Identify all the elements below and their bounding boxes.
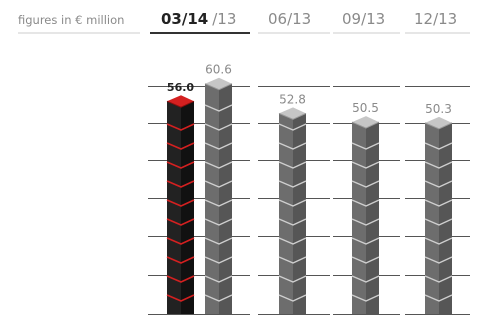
value-label: 50.5 [352, 101, 379, 115]
value-label: 56.0 [167, 81, 194, 94]
block-divider [278, 294, 307, 302]
block-divider [351, 294, 380, 302]
block-divider [351, 275, 380, 283]
block-divider [278, 142, 307, 150]
block-divider [424, 275, 453, 283]
block-divider [204, 142, 233, 150]
block-divider [278, 180, 307, 188]
block-divider [278, 275, 307, 283]
block-divider [204, 180, 233, 188]
block-divider [351, 218, 380, 226]
block-divider [424, 218, 453, 226]
block-divider [424, 142, 453, 150]
bar-side-face [439, 122, 452, 314]
block-divider [204, 256, 233, 264]
block-divider [424, 180, 453, 188]
bar-top-edge [204, 83, 233, 91]
block-divider [204, 218, 233, 226]
block-divider [166, 294, 195, 302]
bar-front-face [425, 122, 439, 314]
block-divider [351, 142, 380, 150]
block-divider [204, 199, 233, 207]
block-divider [204, 104, 233, 112]
block-divider [204, 275, 233, 283]
block-divider [424, 199, 453, 207]
bar-06-13 [278, 107, 307, 314]
block-divider [278, 218, 307, 226]
value-label: 60.6 [205, 63, 232, 77]
block-divider [351, 161, 380, 169]
block-divider [166, 199, 195, 207]
block-divider [351, 199, 380, 207]
block-divider [278, 123, 307, 131]
block-divider [424, 294, 453, 302]
bar-front-face [205, 83, 219, 314]
block-divider [166, 275, 195, 283]
value-label: 50.3 [425, 102, 452, 116]
bar-03-13 [204, 77, 233, 314]
bar-12-13 [424, 116, 453, 314]
block-divider [166, 142, 195, 150]
block-divider [166, 218, 195, 226]
tab-03-14-label: 03/14 [161, 10, 208, 28]
block-divider [278, 256, 307, 264]
value-label: 52.8 [279, 92, 306, 106]
block-divider [278, 237, 307, 245]
bar-03-14 [166, 95, 195, 314]
bar-top-edge [166, 100, 195, 108]
block-divider [278, 161, 307, 169]
block-divider [166, 161, 195, 169]
block-divider [166, 180, 195, 188]
bar-front-face [352, 122, 366, 314]
block-divider [204, 237, 233, 245]
tab-03-14[interactable]: 03/14/13 [161, 10, 236, 28]
tab-03-13-label: /13 [212, 10, 236, 28]
bar-side-face [219, 83, 232, 314]
bar-side-face [366, 122, 379, 314]
tab-06-13[interactable]: 06/13 [268, 10, 311, 28]
block-divider [166, 123, 195, 131]
block-divider [424, 256, 453, 264]
value-labels: 56.0 60.6 52.8 50.5 50.3 [167, 63, 452, 116]
block-divider [351, 256, 380, 264]
block-divider [424, 237, 453, 245]
block-divider [278, 199, 307, 207]
gridlines [148, 86, 470, 315]
block-divider [204, 161, 233, 169]
units-note: figures in € million [18, 13, 124, 27]
bar-top-edge [424, 122, 453, 130]
block-divider [166, 237, 195, 245]
block-divider [424, 161, 453, 169]
block-divider [351, 180, 380, 188]
bar-top-edge [351, 121, 380, 129]
bar-front-face [167, 101, 181, 314]
block-divider [204, 123, 233, 131]
block-divider [351, 237, 380, 245]
bar-09-13 [351, 116, 380, 314]
tab-12-13[interactable]: 12/13 [414, 10, 457, 28]
block-divider [204, 294, 233, 302]
bar-side-face [181, 101, 194, 314]
bar-top-edge [278, 112, 307, 120]
bars [166, 77, 453, 314]
block-divider [166, 256, 195, 264]
tab-09-13[interactable]: 09/13 [342, 10, 385, 28]
